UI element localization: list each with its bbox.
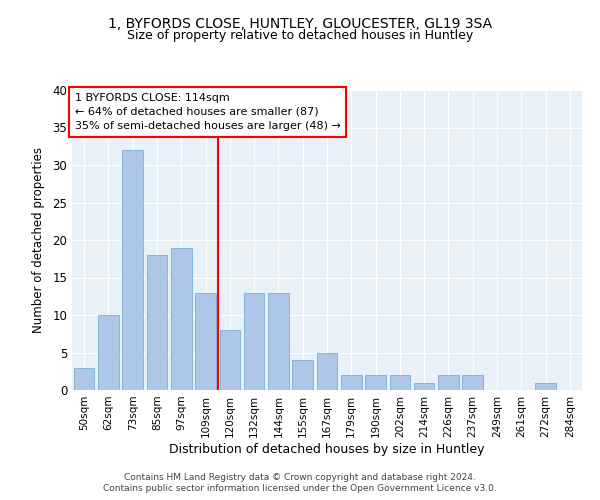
Bar <box>438 375 459 390</box>
Bar <box>414 382 434 390</box>
Text: Contains HM Land Registry data © Crown copyright and database right 2024.: Contains HM Land Registry data © Crown c… <box>124 472 476 482</box>
Bar <box>146 255 167 390</box>
Bar <box>244 292 265 390</box>
Text: Size of property relative to detached houses in Huntley: Size of property relative to detached ho… <box>127 29 473 42</box>
Text: Contains public sector information licensed under the Open Government Licence v3: Contains public sector information licen… <box>103 484 497 493</box>
Bar <box>268 292 289 390</box>
Bar <box>122 150 143 390</box>
Bar <box>317 352 337 390</box>
Bar <box>292 360 313 390</box>
Bar <box>195 292 216 390</box>
Y-axis label: Number of detached properties: Number of detached properties <box>32 147 46 333</box>
Bar <box>171 248 191 390</box>
Bar <box>463 375 483 390</box>
Text: 1, BYFORDS CLOSE, HUNTLEY, GLOUCESTER, GL19 3SA: 1, BYFORDS CLOSE, HUNTLEY, GLOUCESTER, G… <box>108 18 492 32</box>
Bar <box>365 375 386 390</box>
Bar <box>389 375 410 390</box>
Bar <box>74 368 94 390</box>
Text: 1 BYFORDS CLOSE: 114sqm
← 64% of detached houses are smaller (87)
35% of semi-de: 1 BYFORDS CLOSE: 114sqm ← 64% of detache… <box>74 93 340 131</box>
Bar <box>341 375 362 390</box>
Bar <box>220 330 240 390</box>
Bar <box>535 382 556 390</box>
Bar <box>98 315 119 390</box>
Text: Distribution of detached houses by size in Huntley: Distribution of detached houses by size … <box>169 442 485 456</box>
